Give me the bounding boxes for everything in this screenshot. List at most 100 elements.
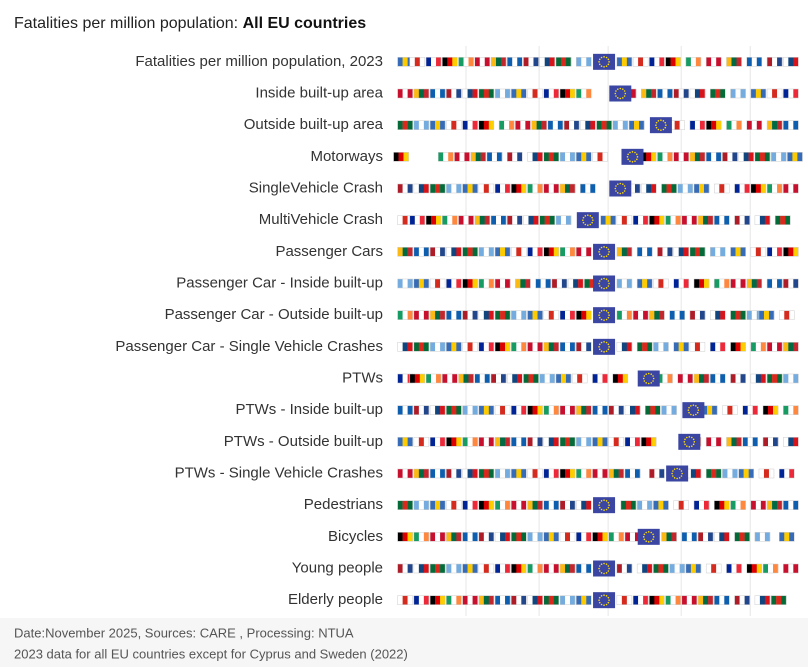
flag-stripe — [621, 57, 628, 67]
flag-stripe — [446, 595, 452, 605]
eu-star — [607, 348, 610, 351]
flag-stripe — [495, 247, 501, 257]
country-flag — [576, 500, 592, 510]
flag-border — [539, 373, 555, 384]
flag-stripe — [525, 279, 531, 288]
flag-stripe — [539, 215, 545, 225]
flag-border — [559, 88, 576, 99]
flag-stripe — [431, 374, 437, 383]
flag-stripe — [649, 310, 655, 320]
country-flag — [576, 563, 592, 574]
country-flag — [523, 373, 539, 384]
flag-stripe — [580, 184, 586, 193]
flag-stripe — [555, 374, 562, 383]
flag-border — [446, 342, 462, 352]
flag-stripe — [589, 279, 595, 288]
flag-border — [673, 247, 689, 257]
country-flag — [555, 57, 572, 67]
country-flag — [543, 595, 560, 605]
flag-stripe — [539, 374, 545, 383]
flag-border — [478, 247, 495, 257]
flag-border — [709, 310, 726, 320]
flag-border — [576, 152, 592, 162]
flag-stripe — [521, 564, 527, 573]
flag-stripe — [665, 595, 671, 605]
flag-border — [559, 405, 576, 415]
flag-stripe — [560, 310, 566, 320]
flag-stripe — [605, 215, 611, 225]
flag-border — [766, 183, 783, 194]
eu-flag-body — [637, 528, 660, 545]
flag-stripe — [402, 500, 408, 510]
flag-stripe — [711, 120, 717, 130]
flag-stripe — [568, 279, 574, 288]
eu-star — [676, 467, 678, 470]
flag-stripe — [543, 437, 549, 447]
flag-stripe — [438, 152, 444, 162]
flag-stripe — [543, 342, 549, 352]
eu-star — [598, 501, 601, 504]
flag-stripe — [682, 184, 688, 193]
country-flag — [653, 278, 669, 289]
flag-stripe — [580, 120, 586, 130]
country-flag — [705, 152, 722, 162]
flag-stripe — [430, 120, 436, 130]
country-flag — [462, 88, 478, 99]
flag-stripe — [495, 279, 501, 288]
flag-border — [665, 215, 681, 225]
flag-stripe — [488, 469, 495, 478]
flag-stripe — [659, 310, 665, 320]
flag-stripe — [397, 374, 403, 383]
eu-star — [672, 475, 674, 477]
flag-stripe — [452, 57, 458, 67]
flag-border — [543, 595, 560, 605]
flag-stripe — [397, 120, 403, 130]
flag-border — [397, 437, 413, 447]
flag-stripe — [505, 437, 511, 447]
flag-border — [689, 310, 706, 320]
eu-star — [600, 318, 603, 321]
flag-stripe — [727, 152, 733, 162]
flag-border — [527, 152, 543, 162]
flag-stripe — [662, 152, 668, 162]
eu-star — [688, 406, 690, 409]
flag-stripe — [584, 279, 590, 288]
country-flag — [783, 437, 799, 447]
flag-stripe — [789, 532, 795, 542]
eu-star — [608, 599, 610, 601]
flag-border — [734, 215, 750, 225]
flag-stripe — [413, 89, 420, 98]
country-flag — [409, 215, 426, 225]
flag-stripe — [744, 184, 750, 193]
flag-stripe — [715, 342, 721, 352]
flag-border — [576, 500, 592, 510]
country-flag — [506, 152, 523, 162]
country-flag — [511, 342, 527, 352]
flag-stripe — [746, 310, 752, 320]
flag-stripe — [451, 437, 457, 447]
country-flag — [714, 183, 730, 194]
flag-border — [446, 88, 462, 99]
flag-stripe — [657, 89, 663, 98]
flag-border — [555, 57, 572, 67]
flag-border — [462, 247, 478, 257]
country-flag — [446, 342, 462, 352]
flag-stripe — [570, 310, 576, 320]
flag-stripe — [495, 564, 501, 573]
flag-stripe — [414, 57, 420, 67]
flag-stripe — [521, 437, 527, 447]
flag-stripe — [734, 184, 740, 193]
country-flag — [478, 342, 495, 352]
flag-border — [779, 310, 795, 320]
country-flag — [673, 88, 689, 99]
country-flag — [714, 278, 730, 289]
eu-star — [634, 160, 636, 162]
flag-stripe — [553, 595, 559, 605]
flag-stripe — [706, 57, 712, 67]
flag-border — [649, 310, 665, 320]
eu-star — [587, 224, 589, 226]
flag-stripe — [573, 279, 579, 288]
flag-stripe — [418, 247, 425, 257]
flag-border — [458, 57, 474, 67]
flag-stripe — [590, 120, 596, 130]
